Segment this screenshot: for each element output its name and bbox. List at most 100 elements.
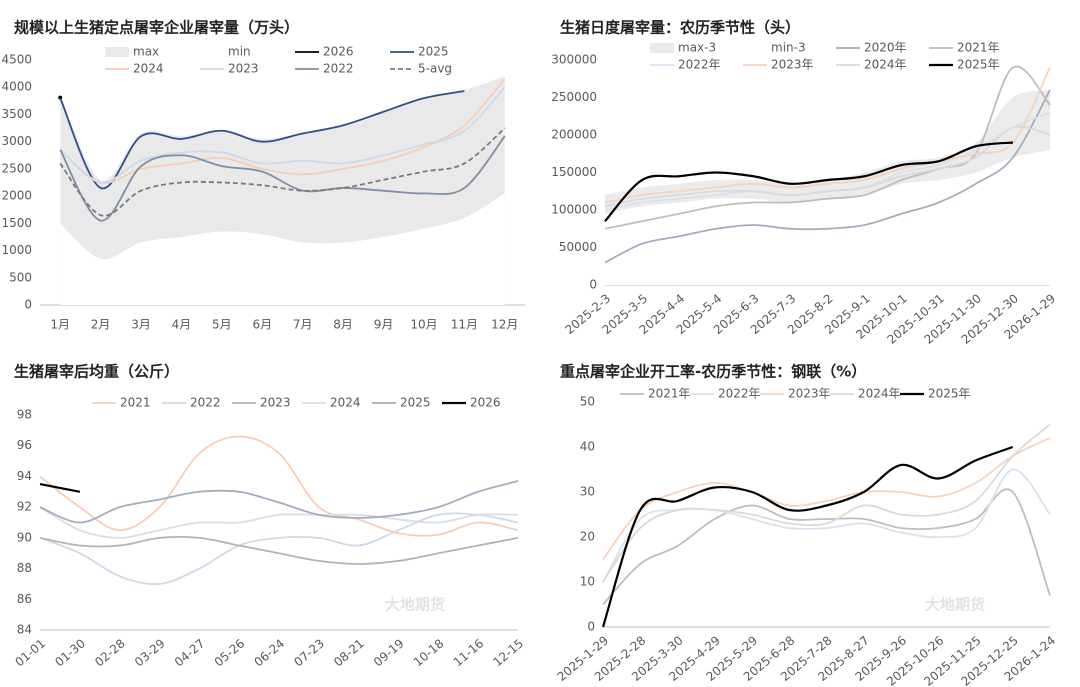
line (59, 135, 506, 222)
legend-label: 2023年 (771, 58, 814, 72)
x-tick-label: 04-27 (172, 636, 208, 669)
x-tick-label: 7月 (293, 318, 313, 332)
x-tick-label: 05-26 (212, 636, 248, 669)
y-tick-label: 200000 (551, 128, 597, 142)
legend-label: 2024 (330, 396, 361, 410)
legend-label: 2025年 (928, 387, 971, 401)
y-tick-label: 96 (17, 438, 32, 452)
line (39, 512, 519, 586)
y-tick-label: 100000 (551, 203, 597, 217)
legend-label: 2022 (190, 396, 221, 410)
legend-label: 2021年 (648, 387, 691, 401)
x-tick-label: 01-01 (12, 636, 48, 669)
chart-title: 规模以上生猪定点屠宰企业屠宰量（万头） (14, 19, 299, 37)
x-tick-label: 3月 (131, 318, 151, 332)
legend-label: 2022 (323, 62, 354, 76)
legend-label: 2021年 (957, 41, 1000, 55)
line (39, 483, 81, 493)
line (59, 86, 506, 184)
line (601, 445, 1014, 628)
y-tick-label: 50000 (559, 240, 597, 254)
legend-swatch (743, 43, 767, 53)
legend-label: 2022年 (718, 387, 761, 401)
y-tick-label: 300000 (551, 53, 597, 67)
x-tick-label: 12月 (491, 318, 518, 332)
legend-swatch (200, 47, 224, 57)
y-tick-label: 94 (17, 469, 32, 483)
x-tick-label: 02-28 (92, 636, 128, 669)
y-tick-label: 50 (580, 395, 595, 409)
y-tick-label: 4500 (1, 53, 32, 67)
x-tick-label: 07-23 (291, 636, 327, 669)
y-tick-label: 3000 (1, 134, 32, 148)
y-tick-label: 30 (580, 485, 595, 499)
legend-label: min-3 (771, 41, 806, 55)
legend-label: max (133, 45, 159, 59)
y-tick-label: 1500 (1, 216, 32, 230)
y-tick-label: 98 (17, 408, 32, 422)
legend-label: max-3 (678, 41, 716, 55)
area (605, 150, 1050, 285)
y-tick-label: 86 (17, 592, 32, 606)
legend-swatch (105, 47, 129, 57)
x-tick-label: 5月 (212, 318, 232, 332)
area (60, 193, 505, 305)
x-tick-label: 2月 (91, 318, 111, 332)
legend-label: 2023年 (788, 387, 831, 401)
legend-label: 2026 (470, 396, 501, 410)
legend-label: 2024年 (864, 58, 907, 72)
y-tick-label: 3500 (1, 107, 32, 121)
legend-label: 2026 (323, 45, 354, 59)
line (604, 65, 1051, 230)
y-tick-label: 0 (587, 620, 595, 634)
line (59, 127, 506, 217)
legend-label: 2021 (120, 396, 151, 410)
y-tick-label: 2500 (1, 161, 32, 175)
y-tick-label: 0 (24, 298, 32, 312)
watermark: 大地期货 (385, 596, 445, 614)
legend-label: 2022年 (678, 58, 721, 72)
legend-label: 5-avg (418, 62, 452, 76)
x-tick-label: 01-30 (52, 636, 88, 669)
line (39, 480, 519, 524)
legend-label: 2020年 (864, 41, 907, 55)
x-tick-label: 1月 (50, 318, 70, 332)
y-tick-label: 250000 (551, 90, 597, 104)
x-tick-label: 4月 (172, 318, 192, 332)
line (39, 506, 519, 539)
line (602, 488, 1051, 606)
y-tick-label: 40 (580, 440, 595, 454)
y-tick-label: 90 (17, 530, 32, 544)
legend-label: 2023 (228, 62, 259, 76)
legend-swatch (650, 43, 674, 53)
x-tick-label: 10-18 (411, 636, 447, 669)
legend-label: 2024 (133, 62, 164, 76)
y-tick-label: 10 (580, 575, 595, 589)
legend-label: 2025 (418, 45, 449, 59)
legend-label: 2025 (400, 396, 431, 410)
legend-label: 2023 (260, 396, 291, 410)
y-tick-label: 84 (17, 623, 32, 637)
chart-title: 生猪日度屠宰量：农历季节性（头） (560, 19, 800, 37)
y-tick-label: 500 (9, 270, 32, 284)
y-tick-label: 92 (17, 500, 32, 514)
x-tick-label: 10月 (410, 318, 437, 332)
y-tick-label: 88 (17, 561, 32, 575)
x-tick-label: 6月 (252, 318, 272, 332)
x-tick-label: 8月 (333, 318, 353, 332)
line (602, 423, 1051, 583)
line (39, 535, 519, 565)
legend-label: min (228, 45, 251, 59)
line (39, 435, 519, 537)
x-tick-label: 08-21 (331, 636, 367, 669)
x-tick-label: 11月 (451, 318, 478, 332)
y-tick-label: 0 (589, 278, 597, 292)
legend-label: 2025年 (957, 58, 1000, 72)
x-tick-label: 06-24 (251, 636, 287, 669)
chart-title: 重点屠宰企业开工率-农历季节性：钢联（%） (560, 363, 866, 381)
line (604, 89, 1051, 264)
line (602, 437, 1051, 561)
x-tick-label: 9月 (374, 318, 394, 332)
line (604, 141, 1014, 222)
